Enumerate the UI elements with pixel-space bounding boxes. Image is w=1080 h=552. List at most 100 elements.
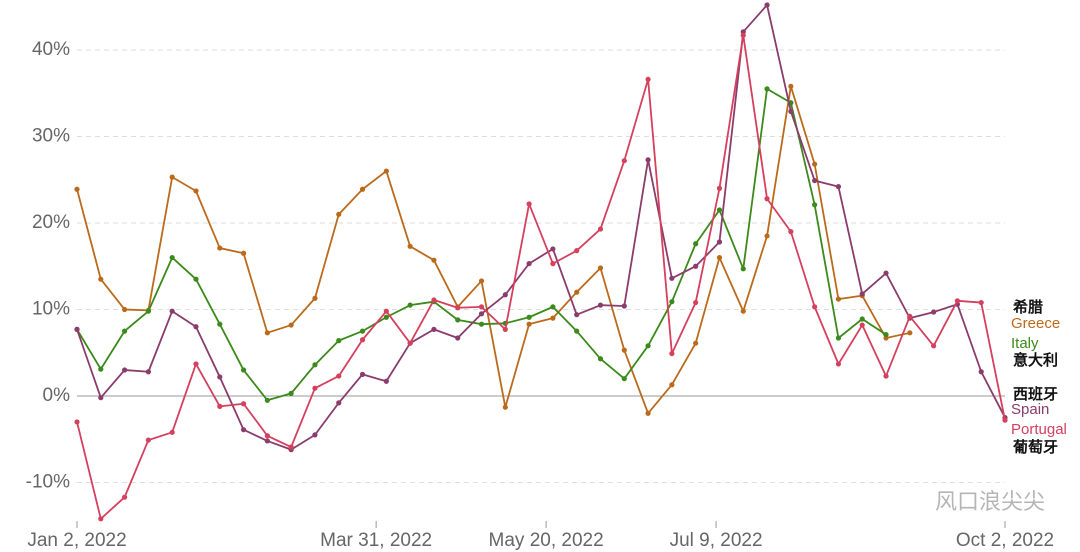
point (264, 397, 270, 403)
point (121, 494, 128, 500)
point (645, 410, 651, 416)
point (121, 367, 128, 373)
point (383, 378, 389, 384)
point (693, 340, 699, 346)
point (812, 177, 818, 184)
point (764, 196, 770, 202)
point (431, 326, 437, 332)
point (169, 308, 175, 314)
end-label-cn: 意大利 (1013, 351, 1058, 369)
point (383, 314, 389, 320)
point (788, 83, 794, 89)
point (193, 188, 199, 194)
point (169, 254, 175, 261)
point (740, 308, 746, 314)
point (597, 302, 604, 308)
point (597, 265, 604, 271)
point (883, 373, 889, 379)
y-tick-label: 20% (32, 212, 70, 233)
point (859, 322, 865, 328)
point (764, 233, 770, 239)
point (812, 202, 818, 208)
point (478, 321, 485, 327)
point (835, 184, 842, 190)
point (336, 373, 342, 379)
y-tick-label: 30% (32, 125, 70, 146)
y-tick-label: 40% (32, 39, 70, 60)
point (145, 437, 151, 443)
point (312, 385, 318, 391)
point (574, 289, 580, 295)
point (336, 338, 342, 344)
y-tick-label: 0% (43, 385, 71, 406)
point (217, 403, 223, 409)
point (740, 32, 746, 38)
point (359, 337, 366, 343)
point (264, 433, 270, 439)
point (359, 186, 366, 192)
point (550, 304, 556, 310)
point (812, 161, 818, 167)
series-line (76, 85, 911, 415)
point (526, 201, 532, 207)
point (954, 298, 961, 304)
point (883, 270, 889, 276)
end-label-cn: 希腊 (1013, 298, 1043, 316)
point (621, 303, 627, 309)
point (240, 250, 247, 256)
point (1002, 417, 1008, 423)
point (597, 226, 604, 232)
point (478, 304, 485, 310)
point (240, 401, 247, 407)
x-tick-label: Oct 2, 2022 (956, 530, 1054, 551)
point (740, 266, 746, 272)
point (121, 328, 128, 334)
point (788, 229, 794, 235)
point (193, 276, 199, 282)
point (693, 299, 699, 306)
point (98, 366, 104, 372)
point (193, 324, 199, 330)
point (716, 254, 723, 261)
point (217, 321, 223, 327)
y-tick-label: 10% (32, 298, 70, 319)
point (336, 400, 342, 406)
point (526, 321, 532, 327)
legend-label: Portugal (1011, 421, 1067, 438)
point (288, 390, 294, 396)
point (645, 157, 651, 163)
point (240, 427, 247, 433)
point (98, 276, 104, 282)
point (502, 404, 508, 410)
point (621, 376, 627, 382)
point (431, 297, 437, 303)
point (978, 299, 984, 306)
point (74, 419, 80, 425)
point (193, 361, 199, 367)
point (431, 257, 437, 263)
point (455, 335, 461, 341)
point (835, 296, 842, 302)
point (407, 243, 413, 249)
point (288, 322, 294, 328)
point (835, 361, 842, 367)
point (669, 382, 675, 388)
x-tick-label: Jul 9, 2022 (670, 530, 763, 551)
point (550, 246, 556, 252)
point (859, 316, 865, 322)
point (74, 186, 80, 192)
point (859, 291, 865, 297)
point (574, 248, 580, 254)
point (645, 343, 651, 349)
end-label-cn: 葡萄牙 (1012, 438, 1058, 456)
y-tick-label: -10% (26, 471, 70, 492)
series-line (76, 4, 1006, 451)
point (716, 207, 723, 213)
point (550, 315, 556, 321)
point (169, 429, 175, 435)
point (145, 308, 151, 314)
point (716, 185, 723, 191)
end-label-cn: 西班牙 (1013, 385, 1058, 403)
point (336, 211, 342, 217)
